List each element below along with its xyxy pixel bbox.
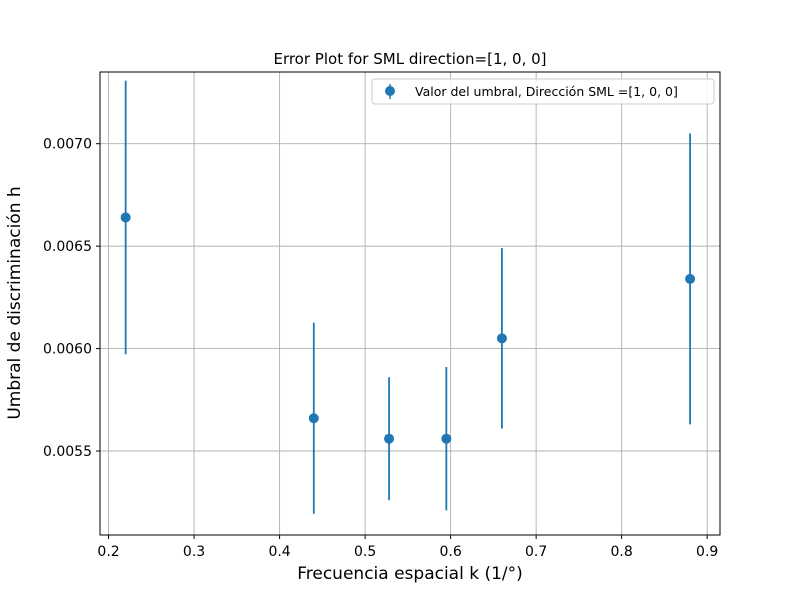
data-point — [120, 212, 131, 223]
plot-frame — [99, 71, 721, 536]
y-tick-label: 0.0060 — [43, 342, 92, 358]
data-point — [384, 433, 395, 444]
data-point — [685, 273, 696, 284]
legend-label: Valor del umbral, Dirección SML =[1, 0, … — [415, 84, 678, 99]
x-tick-label: 0.2 — [97, 544, 119, 560]
y-tick-label: 0.0070 — [43, 137, 92, 153]
data-point — [496, 333, 507, 344]
grid-lines — [100, 72, 720, 535]
x-axis-label: Frecuencia espacial k (1/°) — [297, 564, 523, 584]
data-point — [441, 433, 452, 444]
legend-marker — [385, 86, 395, 96]
y-tick-label: 0.0055 — [43, 444, 92, 460]
x-tick-label: 0.9 — [696, 544, 718, 560]
x-tick-label: 0.8 — [611, 544, 633, 560]
x-tick-label: 0.6 — [439, 544, 461, 560]
x-axis-ticks: 0.2 0.3 0.4 0.5 0.6 0.7 0.8 0.9 — [97, 535, 718, 560]
data-series — [120, 80, 696, 514]
x-tick-label: 0.5 — [354, 544, 376, 560]
y-tick-label: 0.0065 — [43, 239, 92, 255]
data-point — [308, 413, 319, 424]
legend-box — [371, 78, 715, 105]
x-tick-label: 0.7 — [525, 544, 547, 560]
chart-title: Error Plot for SML direction=[1, 0, 0] — [273, 50, 546, 68]
x-tick-label: 0.3 — [183, 544, 205, 560]
x-tick-label: 0.4 — [268, 544, 290, 560]
legend: Valor del umbral, Dirección SML =[1, 0, … — [371, 78, 715, 105]
y-axis-label: Umbral de discriminación h — [5, 186, 25, 419]
y-axis-ticks: 0.0055 0.0060 0.0065 0.0070 — [43, 137, 100, 460]
